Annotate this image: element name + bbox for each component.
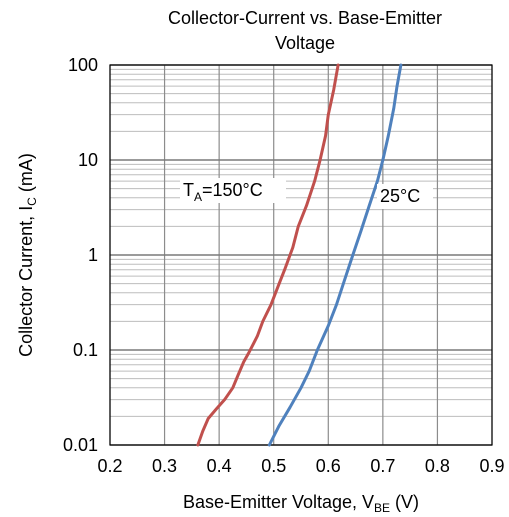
series-label-0: TA=150°C [183, 180, 263, 204]
series-label-1: 25°C [380, 186, 420, 206]
x-axis-label-main: Base-Emitter Voltage, V [183, 492, 374, 512]
x-tick-label: 0.5 [261, 456, 286, 476]
x-tick-label: 0.8 [425, 456, 450, 476]
series-line-1 [267, 63, 403, 447]
plot-area-frame [109, 64, 493, 446]
series-label-sub: A [194, 190, 202, 204]
y-tick-label: 0.1 [73, 340, 98, 360]
series-label-bg-0 [180, 178, 286, 203]
y-tick-labels: 0.01 0.1 1 10 100 [63, 55, 98, 455]
x-tick-label: 0.3 [152, 456, 177, 476]
y-axis-label: Collector Current, IC (mA) [16, 153, 39, 357]
series-layer [196, 63, 403, 447]
y-tick-label: 10 [78, 150, 98, 170]
x-tick-labels: 0.2 0.3 0.4 0.5 0.6 0.7 0.8 0.9 [97, 456, 504, 476]
grid-minor [110, 68, 492, 417]
y-tick-label: 1 [88, 245, 98, 265]
series-line-0 [196, 63, 340, 447]
series-label-rest: =150°C [202, 180, 263, 200]
x-tick-label: 0.7 [370, 456, 395, 476]
y-axis-label-sub: C [25, 197, 39, 206]
series-label-main: T [183, 180, 194, 200]
x-tick-label: 0.6 [316, 456, 341, 476]
x-tick-label: 0.9 [479, 456, 504, 476]
x-tick-label: 0.4 [207, 456, 232, 476]
series-label-bg-1 [377, 184, 433, 209]
y-tick-label: 100 [68, 55, 98, 75]
chart-title-line-2: Voltage [274, 33, 336, 53]
series-label-main: 25°C [380, 186, 420, 206]
x-axis-label-unit: (V) [390, 492, 419, 512]
y-axis-label-main: Collector Current, I [16, 206, 36, 357]
x-axis-label-sub: BE [374, 501, 390, 515]
series-labels: TA=150°C 25°C [180, 178, 433, 209]
y-axis-label-unit: (mA) [16, 153, 36, 197]
x-tick-label: 0.2 [97, 456, 122, 476]
x-axis-label: Base-Emitter Voltage, VBE (V) [183, 492, 419, 515]
chart-title-line-1: Collector-Current vs. Base-Emitter [167, 8, 443, 28]
y-tick-label: 0.01 [63, 435, 98, 455]
